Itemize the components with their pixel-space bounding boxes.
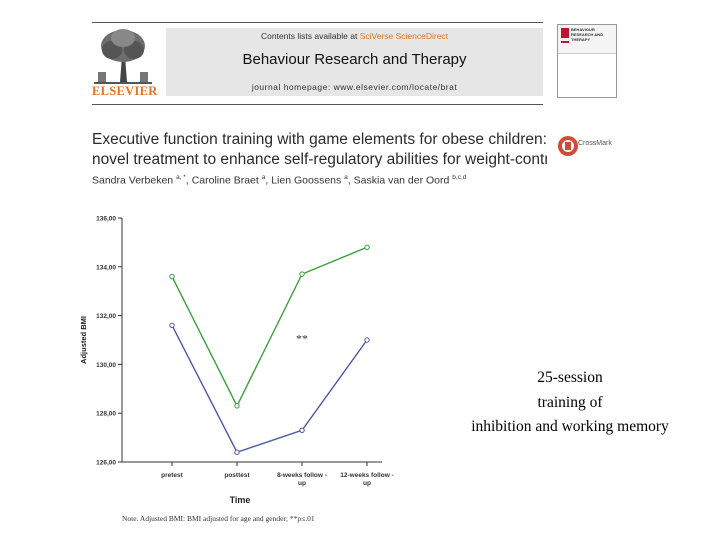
side-note-line-1: 25-session	[537, 369, 603, 386]
publisher-wordmark: ELSEVIER	[92, 84, 158, 98]
journal-name: Behaviour Research and Therapy	[242, 51, 467, 68]
author-name[interactable]: Saskia van der Oord	[353, 174, 450, 187]
data-point	[299, 427, 305, 433]
journal-homepage[interactable]: journal homepage: www.elsevier.com/locat…	[251, 82, 458, 92]
y-tick-label: 126,00	[96, 460, 116, 467]
author-name[interactable]: Sandra Verbeken	[92, 174, 174, 187]
data-point	[234, 449, 240, 455]
side-note-line-2: training of	[537, 393, 603, 411]
x-tick-label: 12-weeks follow -	[340, 472, 393, 479]
x-axis-title: Time	[230, 495, 251, 505]
x-tick-label: posttest	[224, 472, 250, 479]
y-tick-label: 134,00	[96, 264, 116, 271]
x-tick-label: up	[298, 480, 306, 487]
cover-title: BEHAVIOUR RESEARCH AND THERAPY	[571, 27, 604, 42]
y-tick-label: 132,00	[96, 313, 116, 320]
article-title-line-1: Executive function training with game el…	[92, 131, 547, 148]
x-tick-label: up	[363, 480, 371, 487]
side-note: 25-session training of inhibition and wo…	[420, 366, 720, 440]
y-tick-label: 128,00	[96, 411, 116, 418]
author-name[interactable]: Lien Goossens	[271, 174, 342, 187]
author-affiliation: a, *	[176, 174, 186, 181]
data-point	[364, 244, 370, 250]
contents-line: Contents lists available at SciVerse Sci…	[166, 31, 543, 41]
y-axis-title: Adjusted BMI	[79, 316, 88, 364]
author-name[interactable]: Caroline Braet	[191, 174, 259, 187]
journal-cover-thumbnail: BEHAVIOUR RESEARCH AND THERAPY	[557, 24, 617, 98]
article-title: Executive function training with game el…	[92, 130, 547, 170]
bmi-line-chart: 126,00 128,00 130,00 132,00 134,00 136,00 pret…	[72, 200, 412, 530]
y-tick-label: 136,00	[96, 216, 116, 223]
data-point	[364, 337, 370, 343]
contents-prefix: Contents lists available at	[260, 31, 360, 41]
author-affiliation: a	[344, 174, 348, 181]
sciencedirect-link[interactable]: SciVerse ScienceDirect	[359, 31, 449, 41]
data-point	[169, 322, 175, 329]
chart-footnote: Note. Adjusted BMI: BMI adjusted for age…	[122, 514, 315, 523]
crossmark-label: CrossMark	[578, 140, 612, 147]
cover-stripe	[561, 41, 569, 43]
side-note-line-3: inhibition and working memory	[471, 418, 669, 435]
cover-logo-icon	[561, 28, 569, 38]
series-line	[171, 325, 368, 454]
journal-header-box	[166, 28, 543, 96]
x-tick-label: 8-weeks follow -	[277, 472, 327, 479]
data-point	[299, 271, 305, 277]
y-tick-label: 130,00	[96, 362, 116, 369]
data-point	[234, 403, 240, 409]
header-top-rule	[92, 22, 543, 23]
author-list: Sandra Verbeken a, *, Caroline Braet a, …	[92, 174, 467, 187]
author-affiliation: b,c,d	[452, 174, 467, 181]
author-affiliation: a	[261, 174, 266, 181]
data-point	[169, 273, 175, 280]
crossmark-icon[interactable]	[556, 134, 620, 158]
x-tick-label: pretest	[161, 472, 184, 479]
header-bottom-rule	[92, 104, 543, 105]
series-line	[171, 246, 368, 408]
elsevier-tree-logo	[92, 26, 154, 84]
significance-annotation: **	[296, 331, 308, 345]
article-title-line-2: novel treatment to enhance self-regulato…	[92, 151, 547, 168]
